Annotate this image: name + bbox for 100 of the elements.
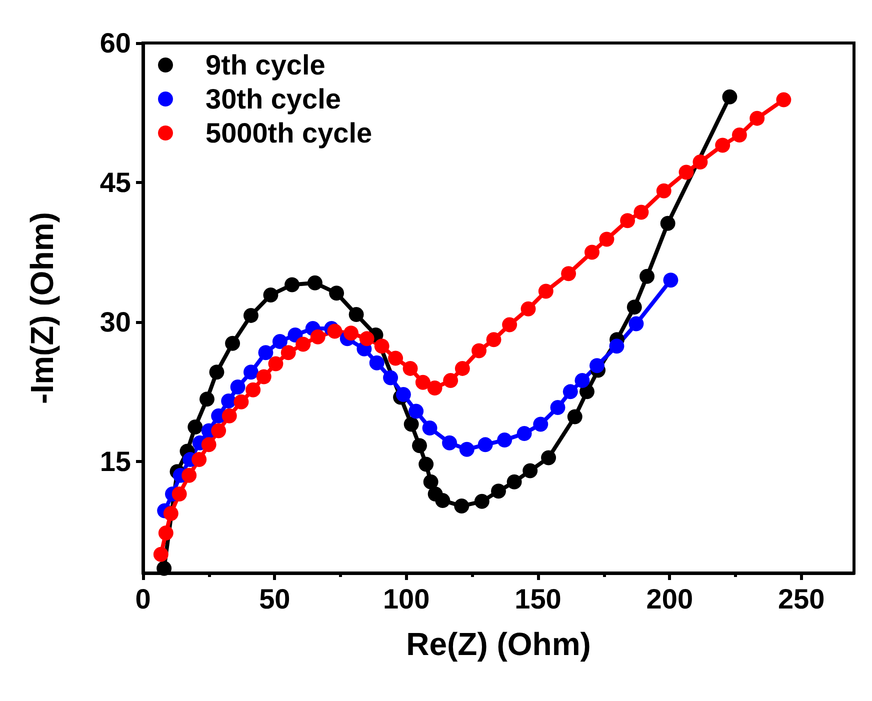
point [640, 268, 655, 284]
point [182, 468, 197, 483]
point [628, 316, 644, 332]
point [584, 244, 600, 260]
legend-label: 30th cycle [206, 84, 341, 114]
y-tick-label: 15 [100, 446, 131, 477]
y-tick-label: 45 [100, 166, 131, 198]
point [478, 437, 493, 452]
point [502, 317, 518, 332]
point [221, 393, 236, 408]
point [246, 382, 261, 398]
y-tick-label: 30 [100, 306, 131, 338]
x-tick-label: 50 [259, 584, 290, 614]
point [200, 392, 214, 407]
point [520, 301, 536, 316]
point [561, 266, 576, 282]
point [516, 426, 532, 442]
point [634, 204, 649, 220]
point [408, 404, 424, 419]
point [692, 154, 708, 170]
point [153, 546, 168, 562]
point [590, 358, 604, 374]
point [562, 384, 578, 400]
point [732, 128, 747, 143]
point [412, 438, 427, 454]
point [474, 494, 490, 509]
point [423, 474, 438, 490]
point [567, 409, 582, 424]
point [211, 423, 226, 438]
point [188, 420, 203, 435]
point [288, 327, 303, 342]
point [620, 213, 636, 228]
point [454, 360, 470, 376]
point [459, 442, 474, 457]
point [660, 216, 676, 231]
legend-label: 5000th cycle [206, 118, 372, 148]
point [663, 272, 678, 288]
point [172, 486, 187, 502]
point [158, 526, 174, 541]
point [222, 408, 237, 424]
point [329, 286, 344, 301]
point [256, 369, 272, 384]
point [415, 374, 430, 390]
point [327, 324, 342, 339]
point [310, 329, 326, 344]
legend-label: 9th cycle [206, 50, 326, 80]
point [422, 420, 438, 436]
point [348, 307, 364, 322]
point [369, 355, 384, 370]
point [486, 332, 502, 348]
point [678, 164, 694, 180]
point [574, 373, 590, 388]
point [404, 416, 419, 432]
x-axis-title: Re(Z) (Ohm) [406, 626, 591, 662]
point [443, 373, 458, 388]
point [722, 89, 738, 104]
point [396, 386, 411, 402]
point [234, 394, 249, 410]
x-tick-label: 0 [135, 584, 151, 614]
point [284, 277, 300, 292]
x-tick-label: 150 [514, 584, 562, 614]
point [344, 326, 359, 341]
point [209, 364, 224, 380]
point [538, 284, 554, 299]
point [418, 456, 434, 472]
point [497, 432, 512, 448]
x-tick-label: 200 [646, 584, 694, 614]
point [599, 232, 614, 247]
point [506, 474, 522, 490]
y-axis-title: -Im(Z) (Ohm) [24, 212, 60, 404]
x-tick-label: 100 [382, 584, 430, 614]
point [359, 331, 374, 346]
x-tick-label: 250 [778, 584, 825, 614]
point [626, 300, 642, 315]
point [472, 343, 487, 358]
point [550, 400, 566, 415]
point [156, 560, 172, 576]
point [454, 498, 470, 514]
point [268, 356, 284, 372]
point [258, 345, 274, 360]
point [427, 380, 442, 396]
point [225, 336, 240, 351]
point [776, 92, 792, 108]
point [491, 484, 506, 499]
point [374, 338, 390, 354]
point [296, 336, 311, 352]
point [435, 492, 450, 508]
point [388, 350, 404, 366]
point [383, 370, 398, 386]
y-tick-label: 60 [100, 28, 131, 58]
point [522, 463, 538, 478]
point [609, 338, 624, 354]
point [533, 416, 548, 432]
point [656, 183, 672, 198]
point [163, 506, 178, 521]
point [230, 380, 246, 395]
point [442, 435, 458, 450]
point [280, 345, 296, 360]
point [402, 360, 418, 376]
point [201, 437, 216, 452]
